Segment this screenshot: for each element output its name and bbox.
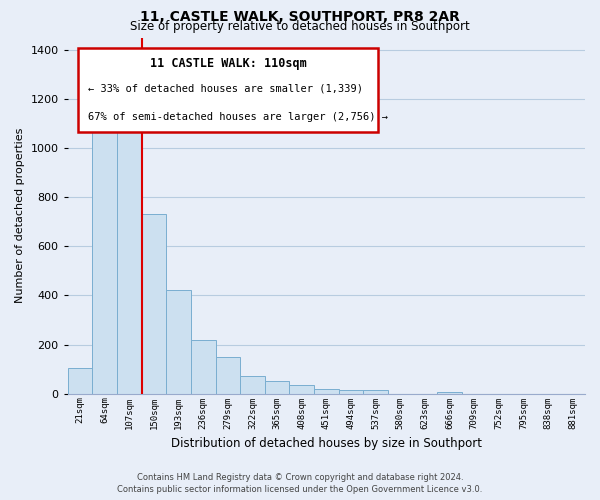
Bar xyxy=(338,390,364,394)
Bar xyxy=(191,340,215,394)
Bar xyxy=(117,108,142,394)
Bar xyxy=(364,390,388,394)
Bar xyxy=(142,214,166,394)
Bar xyxy=(314,388,338,394)
Bar xyxy=(68,368,92,394)
Bar xyxy=(437,392,462,394)
Text: 11 CASTLE WALK: 110sqm: 11 CASTLE WALK: 110sqm xyxy=(149,57,307,70)
FancyBboxPatch shape xyxy=(78,48,378,132)
Bar xyxy=(215,358,240,394)
Bar xyxy=(265,382,289,394)
Text: ← 33% of detached houses are smaller (1,339): ← 33% of detached houses are smaller (1,… xyxy=(88,84,364,94)
Text: 11, CASTLE WALK, SOUTHPORT, PR8 2AR: 11, CASTLE WALK, SOUTHPORT, PR8 2AR xyxy=(140,10,460,24)
Bar xyxy=(240,376,265,394)
Bar xyxy=(92,108,117,394)
Text: 67% of semi-detached houses are larger (2,756) →: 67% of semi-detached houses are larger (… xyxy=(88,112,388,122)
Y-axis label: Number of detached properties: Number of detached properties xyxy=(15,128,25,304)
Text: Size of property relative to detached houses in Southport: Size of property relative to detached ho… xyxy=(130,20,470,33)
Bar xyxy=(166,290,191,394)
Bar xyxy=(289,385,314,394)
X-axis label: Distribution of detached houses by size in Southport: Distribution of detached houses by size … xyxy=(171,437,482,450)
Text: Contains HM Land Registry data © Crown copyright and database right 2024.
Contai: Contains HM Land Registry data © Crown c… xyxy=(118,472,482,494)
